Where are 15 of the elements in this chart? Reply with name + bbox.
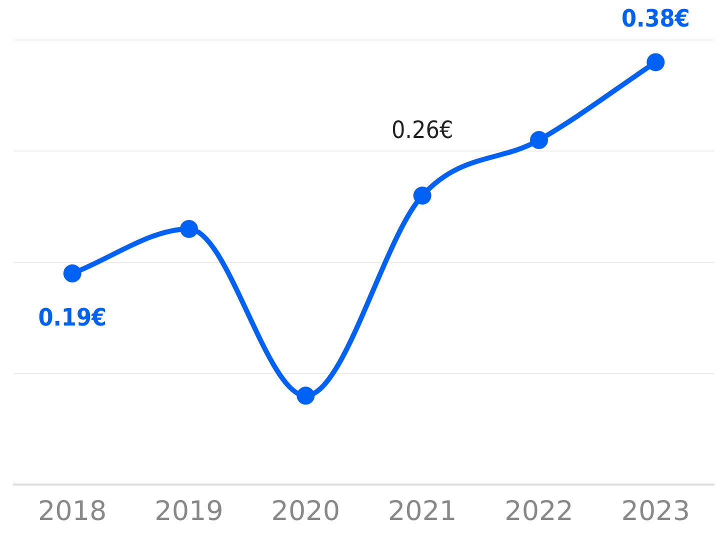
x-tick-label: 2023 xyxy=(621,496,690,527)
x-tick-label: 2020 xyxy=(271,496,340,527)
point xyxy=(413,186,432,205)
x-tick-label: 2021 xyxy=(388,496,457,527)
point xyxy=(296,386,315,405)
x-tick-label: 2022 xyxy=(504,496,574,527)
x-tick-label: 2018 xyxy=(38,496,107,527)
point xyxy=(63,264,82,282)
x-tick-label: 2019 xyxy=(154,496,224,527)
point xyxy=(646,53,665,72)
point xyxy=(180,220,198,238)
data-label: 0.26€ xyxy=(391,116,454,144)
data-label: 0.38€ xyxy=(622,4,690,32)
data-label: 0.19€ xyxy=(38,304,106,332)
point xyxy=(530,131,548,150)
